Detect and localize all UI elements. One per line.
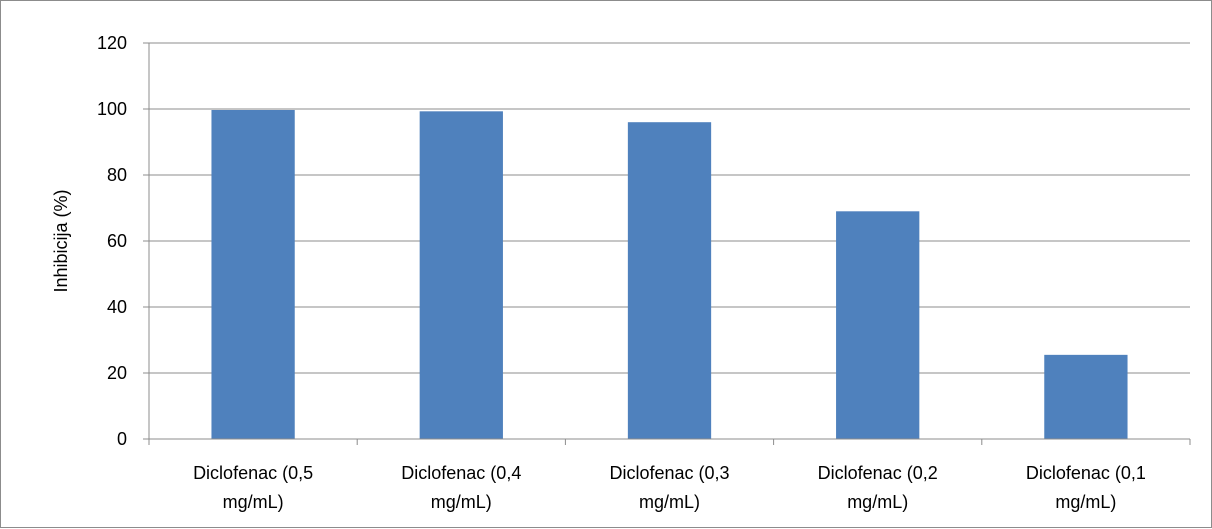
- x-tick-label: mg/mL): [223, 492, 284, 512]
- x-tick-label: Diclofenac (0,4: [401, 463, 521, 483]
- axes: [143, 42, 1191, 445]
- x-tick-label: mg/mL): [1055, 492, 1116, 512]
- bar: [836, 211, 920, 439]
- x-tick-label: Diclofenac (0,3: [609, 463, 729, 483]
- x-tick-label: Diclofenac (0,5: [193, 463, 313, 483]
- y-tick-label: 60: [107, 231, 127, 251]
- x-tick-label: mg/mL): [639, 492, 700, 512]
- bar: [211, 109, 295, 440]
- x-tick-label: mg/mL): [431, 492, 492, 512]
- bar: [1044, 354, 1128, 439]
- y-tick-label: 100: [97, 99, 127, 119]
- bars: [211, 109, 1128, 440]
- y-axis-label: Inhibicija (%): [51, 189, 71, 292]
- y-tick-labels: 0 20 40 60 80 100 120: [97, 33, 127, 449]
- bar: [419, 111, 503, 439]
- x-tick-label: Diclofenac (0,2: [818, 463, 938, 483]
- bar: [627, 122, 712, 439]
- y-tick-label: 80: [107, 165, 127, 185]
- y-tick-label: 40: [107, 297, 127, 317]
- x-tick-label: mg/mL): [847, 492, 908, 512]
- x-tick-label: Diclofenac (0,1: [1026, 463, 1146, 483]
- y-tick-label: 0: [117, 429, 127, 449]
- y-tick-label: 20: [107, 363, 127, 383]
- x-tick-labels: Diclofenac (0,5 mg/mL) Diclofenac (0,4 mg/m…: [193, 463, 1146, 512]
- y-tick-label: 120: [97, 33, 127, 53]
